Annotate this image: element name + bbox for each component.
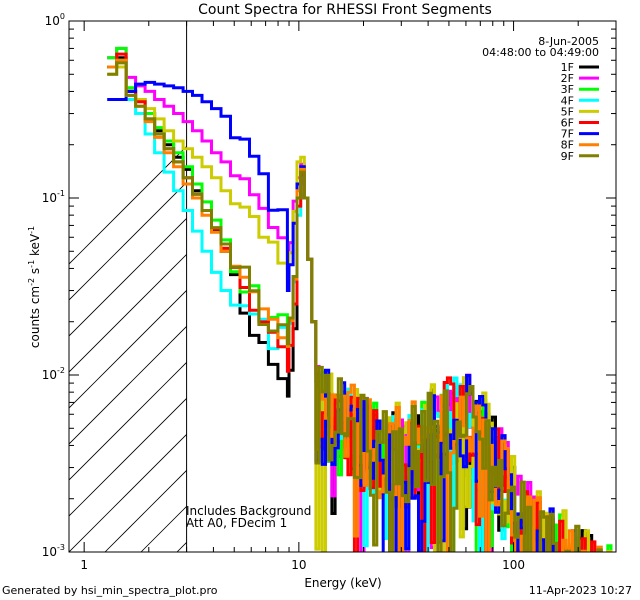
y-tick-label-base: 10 <box>45 14 60 28</box>
y-axis-label-mid: s <box>28 268 42 278</box>
x-tick-label: 1 <box>80 558 88 572</box>
y-axis-label-unit: keV <box>28 233 42 260</box>
y-tick-label-exp: -3 <box>57 543 65 552</box>
legend-label-6F: 6F <box>561 117 574 130</box>
y-tick-label-exp: 0 <box>60 12 65 21</box>
x-tick-label: 10 <box>291 558 306 572</box>
legend-label-7F: 7F <box>561 128 574 141</box>
legend-label-9F: 9F <box>561 150 574 163</box>
chart-title: Count Spectra for RHESSI Front Segments <box>198 2 492 18</box>
hatch-line <box>69 433 187 552</box>
x-tick-label: 100 <box>502 558 525 572</box>
series-lines <box>107 46 613 552</box>
series-7F <box>107 80 578 552</box>
plot-frame <box>68 20 617 553</box>
legend-label-1F: 1F <box>561 61 574 74</box>
y-axis-label: counts cm-2 s-1 keV-1 <box>27 226 42 348</box>
annotation-line-attenuator: Att A0, FDecim 1 <box>186 516 287 530</box>
legend-label-3F: 3F <box>561 83 574 96</box>
legend-date: 8-Jun-2005 <box>538 35 599 48</box>
hatch-line <box>69 361 187 481</box>
annotation-line-background: Includes Background <box>186 504 311 518</box>
y-axis-label-exp3: -1 <box>27 226 36 234</box>
footer-generated-by: Generated by hsi_min_spectra_plot.pro <box>2 584 218 597</box>
y-tick-label-base: 10 <box>42 368 57 382</box>
hatched-region <box>69 21 188 552</box>
y-tick-label: 10-1 <box>42 189 65 205</box>
legend: 8-Jun-2005 04:48:00 to 04:49:00 1F2F3F4F… <box>482 35 599 163</box>
legend-label-4F: 4F <box>561 94 574 107</box>
footer-datetime: 11-Apr-2023 10:27 <box>528 584 632 597</box>
hatch-line <box>69 253 187 373</box>
series-8F <box>107 58 603 552</box>
hatch-line <box>69 181 187 301</box>
legend-label-2F: 2F <box>561 72 574 85</box>
y-tick-label-exp: -1 <box>57 189 65 198</box>
hatch-line <box>69 397 187 517</box>
y-tick-label: 10-2 <box>42 366 65 382</box>
y-tick-label-exp: -2 <box>57 366 65 375</box>
series-9F <box>107 61 603 552</box>
y-tick-label-base: 10 <box>42 191 57 205</box>
legend-time-range: 04:48:00 to 04:49:00 <box>482 46 599 59</box>
y-axis-label-exp2: -1 <box>27 260 36 268</box>
annotation: Includes Background Att A0, FDecim 1 <box>186 504 311 530</box>
y-tick-label: 10-3 <box>42 543 65 559</box>
legend-label-8F: 8F <box>561 139 574 152</box>
y-tick-label: 100 <box>45 12 65 28</box>
x-axis-label: Energy (keV) <box>304 576 381 590</box>
hatch-line <box>69 217 187 337</box>
legend-label-5F: 5F <box>561 105 574 118</box>
y-axis-label-main: counts cm <box>28 286 42 348</box>
y-tick-label-base: 10 <box>42 545 57 559</box>
y-axis-label-exp1: -2 <box>27 278 36 286</box>
